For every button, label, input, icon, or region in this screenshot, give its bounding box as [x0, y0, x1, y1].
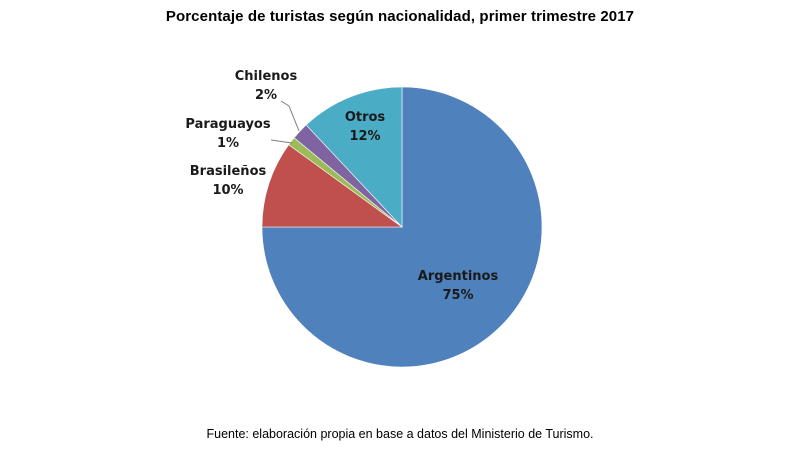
slice-percent: 75% — [442, 288, 473, 303]
slice-name: Paraguayos — [185, 117, 270, 132]
slice-percent: 2% — [255, 88, 277, 103]
chart-title: Porcentaje de turistas según nacionalida… — [165, 8, 635, 25]
slice-labels: Argentinos 75% Brasileños 10% Paraguayos 1% Ch… — [185, 69, 498, 303]
pie-slices — [261, 86, 543, 368]
slice-label-otros: Otros 12% — [345, 110, 386, 144]
slice-name: Argentinos — [418, 269, 499, 284]
slice-label-argentinos: Argentinos 75% — [418, 269, 499, 303]
slice-label-brasileños: Brasileños 10% — [190, 164, 267, 198]
source-note: Fuente: elaboración propia en base a dat… — [206, 427, 594, 441]
pie-slice-otros — [305, 86, 403, 228]
slice-percent: 1% — [217, 136, 239, 151]
slice-percent: 12% — [349, 129, 380, 144]
slice-name: Chilenos — [235, 69, 298, 84]
slice-label-chilenos: Chilenos 2% — [235, 69, 298, 103]
leader-line-paraguayos — [270, 139, 293, 144]
slice-label-paraguayos: Paraguayos 1% — [185, 117, 270, 151]
pie-slice-argentinos — [261, 86, 543, 368]
pie-slice-brasileños — [261, 144, 403, 228]
slice-name: Brasileños — [190, 164, 267, 179]
slice-percent: 10% — [212, 183, 243, 198]
slice-name: Otros — [345, 110, 386, 125]
leader-lines — [270, 100, 300, 144]
leader-line-chilenos — [280, 100, 300, 132]
